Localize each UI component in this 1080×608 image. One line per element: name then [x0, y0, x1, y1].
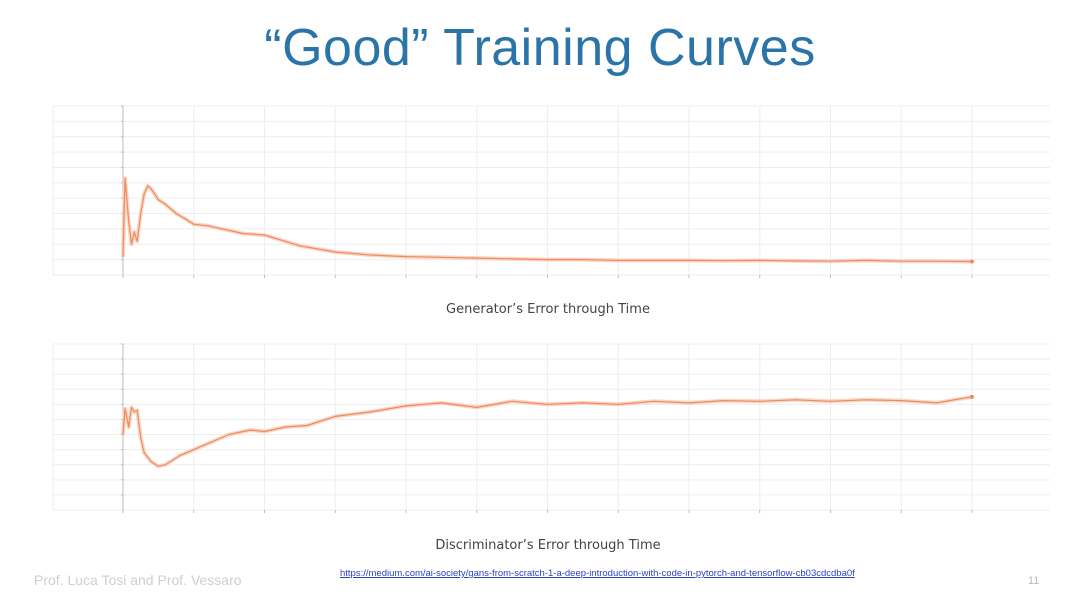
data-point — [285, 426, 287, 428]
data-point — [476, 406, 478, 408]
data-point — [164, 464, 167, 466]
data-point — [133, 231, 135, 233]
data-point — [136, 240, 138, 242]
data-point — [653, 400, 655, 402]
data-point — [306, 424, 308, 427]
data-point — [688, 259, 690, 262]
data-point — [133, 411, 135, 413]
series-line — [122, 396, 973, 467]
data-point — [130, 406, 133, 408]
footer-author: Prof. Luca Tosi and Prof. Vessaro — [34, 572, 242, 588]
data-point — [249, 429, 251, 431]
data-point — [759, 400, 761, 402]
data-point — [617, 403, 619, 405]
data-point — [263, 234, 266, 236]
data-point — [157, 465, 159, 467]
plot-frame — [52, 343, 1050, 511]
data-point — [582, 402, 584, 404]
data-point — [405, 405, 407, 407]
data-point — [936, 402, 938, 404]
plot-frame — [52, 105, 1050, 276]
data-point — [370, 254, 372, 256]
data-point — [723, 260, 725, 262]
data-point — [207, 443, 209, 445]
data-point — [617, 259, 619, 262]
data-point — [221, 228, 223, 230]
data-point — [829, 400, 832, 402]
discriminator-error-chart — [30, 336, 1050, 528]
data-point — [140, 212, 142, 215]
slide-title: “Good” Training Curves — [264, 19, 816, 77]
data-point — [511, 258, 513, 260]
page-number: 11 — [1028, 575, 1040, 587]
data-point — [157, 199, 159, 201]
data-point — [193, 449, 195, 451]
data-point — [242, 232, 244, 235]
data-point — [164, 203, 167, 205]
data-point — [140, 436, 142, 439]
data-point — [263, 430, 266, 433]
data-point — [582, 259, 584, 261]
data-point — [405, 255, 407, 258]
data-point — [440, 256, 442, 258]
data-point — [128, 220, 130, 222]
data-point — [150, 188, 152, 190]
data-point — [150, 461, 152, 463]
source-link[interactable]: https://medium.com/ai-society/gans-from-… — [340, 568, 855, 579]
data-point — [186, 219, 188, 221]
data-point — [829, 260, 832, 262]
data-point — [334, 415, 336, 418]
data-point — [124, 408, 126, 410]
data-point — [688, 402, 690, 404]
data-point — [476, 257, 478, 259]
data-point — [193, 223, 195, 225]
data-point — [122, 433, 124, 436]
data-point — [759, 259, 761, 262]
data-point — [130, 243, 133, 245]
data-point — [122, 255, 124, 258]
data-point — [546, 259, 549, 261]
data-point — [228, 433, 230, 436]
generator-error-plot — [52, 105, 1050, 278]
series-end-point — [970, 394, 974, 399]
data-point — [794, 260, 796, 262]
data-point — [299, 245, 301, 247]
data-point — [175, 212, 177, 215]
data-point — [143, 192, 145, 195]
data-point — [900, 260, 902, 262]
data-point — [794, 399, 796, 401]
data-point — [511, 400, 513, 402]
data-point — [207, 225, 209, 227]
data-point — [723, 399, 725, 402]
data-point — [936, 260, 938, 262]
generator-error-chart — [30, 98, 1050, 293]
data-point — [147, 185, 149, 187]
data-point — [124, 177, 126, 179]
data-point — [653, 259, 655, 262]
data-point — [546, 403, 549, 405]
data-point — [865, 259, 867, 262]
data-point — [370, 411, 372, 413]
data-point — [179, 455, 181, 457]
discriminator-chart-title: Discriminator’s Error through Time — [435, 538, 661, 553]
series-end-point — [970, 259, 974, 264]
data-point — [136, 409, 138, 411]
data-point — [900, 399, 902, 402]
data-point — [334, 251, 336, 253]
data-point — [865, 399, 867, 401]
data-point — [440, 402, 442, 404]
data-point — [143, 452, 145, 454]
data-point — [128, 426, 130, 428]
discriminator-error-plot — [52, 343, 1050, 513]
generator-chart-title: Generator’s Error through Time — [446, 302, 650, 317]
